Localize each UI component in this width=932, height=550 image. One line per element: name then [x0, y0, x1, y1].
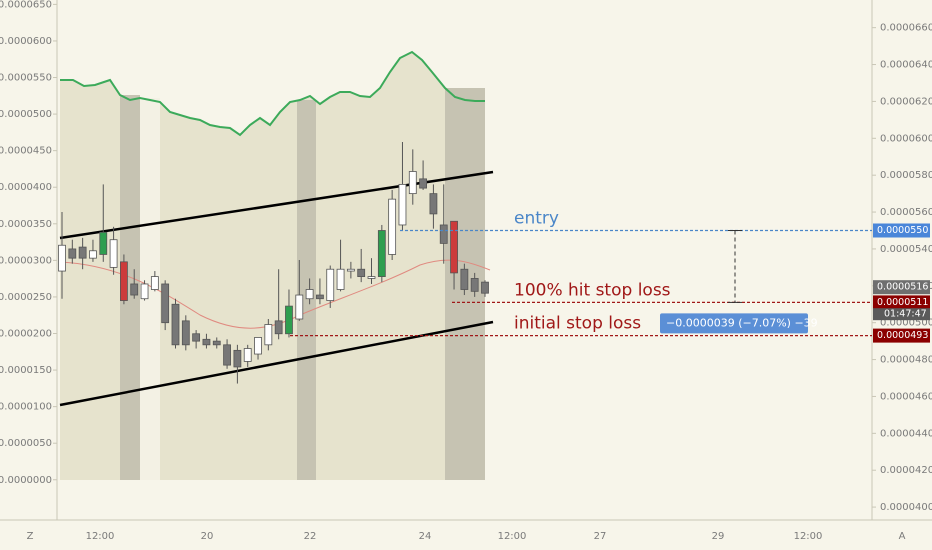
y-tick-label: 0.0000150: [0, 365, 52, 376]
x-tick-label: 20: [201, 531, 214, 542]
candle-body: [223, 344, 231, 366]
candle-body: [212, 340, 221, 346]
price-tag-label: 0.0000550: [877, 225, 928, 236]
candle-body: [68, 248, 77, 259]
price-tag-label: 0.0000511: [877, 297, 928, 308]
y-tick-label: 0.0000500: [0, 109, 52, 120]
y-tick-label: 0.0000450: [0, 146, 52, 157]
candle-body: [192, 333, 201, 342]
candle-body: [419, 178, 427, 189]
price-tag: [873, 295, 930, 310]
candle-body: [243, 348, 252, 362]
candle-body: [233, 349, 242, 368]
candle-body: [398, 183, 407, 226]
y-tick-label: 0.0000550: [0, 73, 52, 84]
last-price-label: 0.0000516: [877, 282, 928, 293]
y2-tick-label: 0.0000400: [880, 502, 932, 513]
y2-tick-label: 0.0000480: [880, 355, 932, 366]
y2-tick-label: 0.0000620: [880, 96, 932, 107]
x-tick-label: 12:00: [86, 531, 115, 542]
level-label: entry: [514, 208, 559, 228]
level-label: 100% hit stop loss: [514, 280, 671, 300]
price-tag-label: 0.0000493: [877, 330, 928, 341]
x-tick-label: 27: [594, 531, 607, 542]
candle-body: [470, 278, 479, 292]
y2-tick-label: 0.0000440: [880, 428, 932, 439]
candle-body: [109, 239, 118, 268]
candle-body: [202, 338, 211, 346]
candle-body: [99, 231, 108, 255]
candle-body: [58, 244, 66, 272]
y2-tick-label: 0.0000640: [880, 60, 932, 71]
candle-body: [481, 281, 489, 294]
corner-label[interactable]: A: [899, 531, 906, 542]
y-tick-label: 0.0000350: [0, 219, 52, 230]
candle-body: [388, 198, 397, 255]
corner-label[interactable]: Z: [27, 531, 34, 542]
candle-body: [295, 294, 304, 320]
candle-body: [450, 220, 458, 274]
price-tag: [873, 223, 930, 238]
candle-body: [78, 246, 87, 259]
candle-body: [89, 250, 97, 259]
y-tick-label: 0.0000250: [0, 292, 52, 303]
candle-body: [285, 305, 293, 335]
candle-body: [429, 193, 438, 215]
candle-body: [408, 171, 417, 195]
envelope-line: [60, 50, 485, 137]
candle-body: [254, 337, 262, 355]
y2-tick-label: 0.0000600: [880, 133, 932, 144]
candle-body: [264, 324, 273, 346]
y-tick-label: 0.0000200: [0, 329, 52, 340]
x-tick-label: 12:00: [794, 531, 823, 542]
candle-body: [377, 230, 386, 277]
y-tick-label: 0.0000650: [0, 0, 52, 10]
y2-tick-label: 0.0000420: [880, 465, 932, 476]
y2-tick-label: 0.0000500: [880, 318, 932, 329]
y2-tick-label: 0.0000460: [880, 391, 932, 402]
candle-body: [346, 268, 355, 272]
candle-body: [150, 276, 159, 290]
candle-body: [274, 320, 283, 335]
candle-body: [439, 224, 448, 244]
session-band: [140, 98, 160, 480]
y-tick-label: 0.0000050: [0, 438, 52, 449]
candle-body: [161, 283, 170, 324]
candle-body: [336, 268, 345, 290]
price-tag: [873, 328, 930, 343]
countdown-label: 01:47:47: [884, 309, 927, 320]
measure-label: −0.0000039 (−7.07%) −39: [666, 316, 818, 329]
last-price-tag: [873, 280, 930, 295]
y-tick-label: 0.0000100: [0, 402, 52, 413]
candle-body: [120, 261, 128, 301]
candle-body: [130, 283, 139, 296]
candle-body: [305, 289, 314, 300]
candle-body: [367, 276, 376, 279]
y2-tick-label: 0.0000660: [880, 23, 932, 34]
candle-body: [460, 268, 469, 290]
y2-tick-label: 0.0000580: [880, 170, 932, 181]
x-tick-label: 12:00: [498, 531, 527, 542]
candle-body: [181, 320, 190, 346]
session-band: [120, 95, 140, 480]
candle-body: [357, 268, 366, 277]
candle-body: [326, 268, 335, 301]
x-tick-label: 22: [304, 531, 317, 542]
y2-tick-label: 0.0000560: [880, 207, 932, 218]
x-tick-label: 29: [712, 531, 725, 542]
y-tick-label: 0.0000400: [0, 182, 52, 193]
countdown-tag: [873, 308, 930, 321]
candle-body: [316, 294, 324, 300]
y2-tick-label: 0.0000540: [880, 244, 932, 255]
y-tick-label: 0.0000300: [0, 255, 52, 266]
envelope-area: [60, 52, 485, 480]
y-tick-label: 0.0000000: [0, 475, 52, 486]
x-tick-label: 24: [419, 531, 432, 542]
y-tick-label: 0.0000600: [0, 36, 52, 47]
candle-body: [140, 283, 149, 300]
measure-box: [660, 313, 808, 334]
candle-body: [171, 303, 180, 346]
level-label: initial stop loss: [514, 314, 641, 334]
